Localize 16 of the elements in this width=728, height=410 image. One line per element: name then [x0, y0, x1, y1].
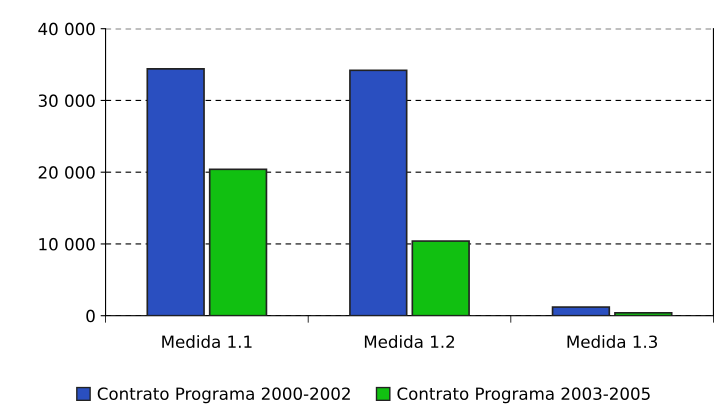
y-tick-label: 40 000: [38, 22, 95, 36]
x-tick-label: Medida 1.1: [162, 335, 252, 348]
legend-label: Contrato Programa 2003-2005: [397, 387, 650, 404]
bar: [552, 306, 610, 316]
x-tick-label: Medida 1.3: [568, 335, 658, 348]
y-tick-label: 0: [86, 310, 95, 322]
bar: [146, 68, 205, 316]
bar: [208, 168, 268, 316]
bar: [349, 69, 408, 316]
bar: [614, 312, 673, 316]
legend-label: Contrato Programa 2000-2002: [98, 387, 350, 404]
bar: [412, 240, 470, 316]
y-tick-label: 10 000: [39, 238, 95, 251]
x-tick-label: Medida 1.2: [364, 335, 454, 348]
y-tick-label: 30 000: [38, 94, 95, 108]
y-tick-label: 20 000: [38, 166, 95, 179]
